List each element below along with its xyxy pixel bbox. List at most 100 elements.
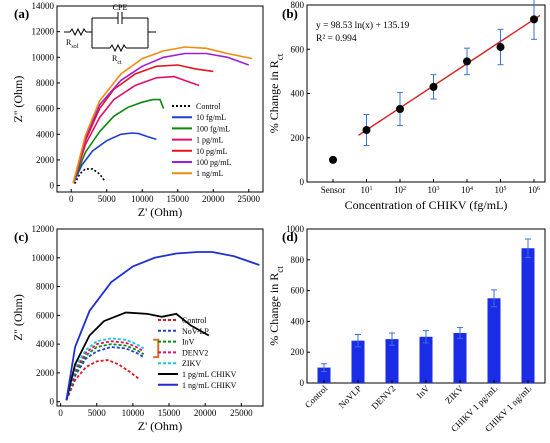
panel-d-selectivity-bar-chart: 0 200 400 600 800 1000 % Change in Rct (d) Contr… [267, 224, 546, 434]
series-line-0 [65, 359, 140, 401]
x-axis-label: Z' (Ohm) [138, 419, 182, 433]
equivalent-circuit-inset: CPE Rsol Rct [64, 3, 156, 66]
legend-label: 1 pg/mL CHIKV [182, 370, 237, 379]
series-line-5 [72, 52, 250, 184]
x-tick-label: NoVLP [337, 383, 364, 410]
x-tick-exponent: 1 [370, 186, 373, 192]
y-axis-label: Z'' (Ohm) [11, 294, 25, 341]
x-tick-label: 15000 [167, 194, 190, 204]
y-tick-label: 400 [291, 89, 305, 99]
y-axis-label-subscript: ct [275, 53, 285, 60]
legend-label: 100 pg/mL [196, 158, 231, 167]
x-tick-label: 20000 [202, 194, 225, 204]
bar [351, 340, 365, 383]
data-point [530, 15, 538, 24]
x-tick-label: 104 [461, 185, 473, 195]
fit-r-squared: R² = 0.994 [316, 34, 357, 44]
rsol-subscript: sol [71, 44, 78, 50]
x-tick-label: ZIKV [443, 383, 466, 406]
x-tick-label: 25000 [230, 408, 253, 418]
data-point [329, 155, 337, 164]
data-point [396, 104, 404, 113]
y-tick-label: 12000 [32, 224, 55, 234]
y-tick-label: 12000 [32, 27, 55, 37]
panel-b-calibration-chart: 0 200 400 600 800 Sensor 101 102 103 104 105 106 Con… [267, 0, 546, 212]
data-point [362, 126, 371, 135]
y-tick-label: 0 [50, 181, 55, 191]
y-tick-label: 8000 [36, 78, 55, 88]
x-tick-label: DENV2 [369, 383, 397, 411]
bar [487, 298, 501, 383]
rct-subscript: ct [117, 60, 122, 66]
series-line-4 [72, 64, 214, 184]
y-tick-label: 6000 [36, 310, 55, 320]
series-line-4 [65, 337, 145, 401]
y-tick-label: 600 [291, 286, 305, 296]
series-line-5 [65, 311, 210, 401]
data-point [429, 82, 438, 91]
series-line-6 [65, 251, 260, 401]
x-tick-exponent: 6 [537, 186, 540, 192]
bar [419, 336, 433, 383]
x-tick-label: InV [414, 383, 431, 400]
plot-frame [56, 5, 264, 193]
x-tick-label: 10000 [131, 194, 154, 204]
resistor-rct [109, 43, 127, 53]
x-tick-exponent: 2 [403, 186, 406, 192]
legend-label: Control [196, 102, 221, 111]
plot-frame [306, 4, 546, 183]
series-line-6 [72, 46, 253, 184]
x-axis-label: Z' (Ohm) [138, 205, 182, 219]
legend-label: 100 fg/mL [196, 124, 230, 133]
y-tick-label: 4000 [36, 339, 55, 349]
y-axis-label: % Change in Rct [267, 266, 285, 346]
y-tick-label: 4000 [36, 129, 55, 139]
bar [385, 339, 399, 383]
rct-label: Rct [112, 54, 122, 66]
legend-label: 1 ng/mL CHIKV [182, 381, 237, 390]
panel-c-selectivity-impedance-chart: 0 5000 10000 15000 20000 25000 0 2000 4000 6000 80… [11, 224, 264, 433]
legend-label: 10 pg/mL [196, 147, 227, 156]
panel-label: (c) [14, 229, 28, 244]
legend-label: DENV2 [182, 348, 208, 357]
y-tick-label: 800 [291, 255, 305, 265]
y-tick-label: 200 [291, 347, 305, 357]
x-tick-exponent: 4 [470, 186, 473, 192]
bar [317, 367, 331, 383]
legend-label: InV [182, 338, 195, 347]
x-tick-label: 20000 [194, 408, 217, 418]
x-tick-label: 5000 [98, 194, 117, 204]
x-tick-exponent: 3 [437, 186, 440, 192]
panel-label: (a) [14, 6, 29, 21]
x-tick-label: 10000 [122, 408, 145, 418]
y-tick-label: 400 [291, 316, 305, 326]
y-tick-label: 8000 [36, 282, 55, 292]
series-line-0 [74, 168, 106, 185]
panel-label: (d) [282, 229, 298, 244]
x-tick-label: 105 [495, 185, 507, 195]
plot-frame [56, 228, 264, 407]
y-tick-label: 10000 [32, 52, 55, 62]
y-tick-label: 14000 [32, 1, 55, 11]
x-tick-label: 101 [361, 185, 373, 195]
x-tick-label: 102 [394, 185, 406, 195]
y-tick-label: 200 [291, 133, 305, 143]
bar [453, 332, 467, 383]
fit-line [358, 14, 541, 136]
y-tick-label: 800 [291, 0, 305, 10]
series-line-2 [65, 343, 145, 401]
bar [521, 248, 535, 383]
x-tick-label: 0 [58, 408, 63, 418]
y-axis-label-subscript: ct [275, 266, 285, 273]
x-tick-exponent: 5 [504, 186, 507, 192]
series-line-3 [72, 75, 200, 184]
fit-equation: y = 98.53 ln(x) + 135.19 [316, 20, 410, 31]
series-line-1 [72, 132, 157, 184]
y-tick-label: 10000 [32, 253, 55, 263]
y-tick-label: 6000 [36, 104, 55, 114]
legend-label: 1 pg/mL [196, 136, 223, 145]
x-tick-label: 106 [528, 185, 540, 195]
data-point [463, 57, 471, 66]
y-tick-label: 0 [300, 177, 305, 187]
data-point [496, 43, 505, 52]
